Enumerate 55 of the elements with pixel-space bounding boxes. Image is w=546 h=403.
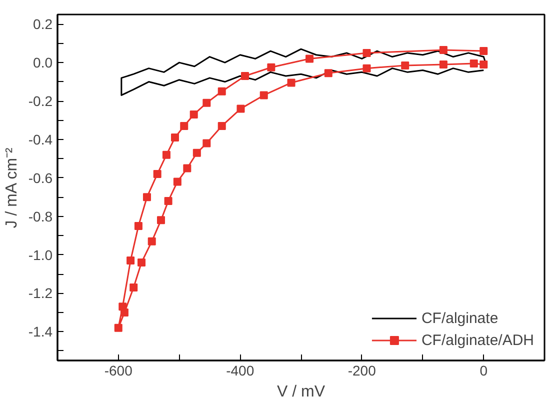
- legend-label: CF/alginate: [421, 310, 498, 326]
- point: [324, 69, 332, 78]
- point: [118, 302, 127, 311]
- x-axis-title: V / mV: [276, 384, 326, 400]
- point: [401, 61, 410, 70]
- point: [126, 256, 135, 265]
- x-tick-label: -600: [104, 362, 133, 378]
- point: [470, 60, 478, 68]
- point: [180, 122, 188, 130]
- legend-label: CF/alginate/ADH: [421, 332, 534, 348]
- y-tick-label: -0.8: [28, 208, 53, 224]
- point: [192, 148, 201, 157]
- point: [267, 63, 276, 72]
- point: [362, 48, 371, 57]
- line-series: [120, 48, 486, 96]
- point: [170, 134, 179, 142]
- point: [142, 193, 151, 202]
- point: [183, 164, 192, 172]
- point: [202, 139, 211, 148]
- point: [480, 60, 488, 68]
- point: [260, 91, 268, 100]
- y-tick-label: -0.6: [28, 170, 53, 186]
- point: [362, 64, 371, 72]
- x-tick-label: -200: [348, 362, 376, 378]
- point: [164, 196, 172, 205]
- y-tick-label: 0.2: [33, 16, 53, 32]
- point: [190, 110, 198, 118]
- y-tick-label: -1.0: [28, 246, 53, 263]
- point: [114, 324, 122, 332]
- y-tick-label: 0.0: [33, 54, 53, 71]
- point: [439, 60, 448, 68]
- point: [153, 170, 162, 178]
- y-tick-label: -1.4: [28, 324, 53, 340]
- point: [218, 122, 226, 130]
- x-tick-label: -400: [226, 362, 254, 378]
- point: [148, 237, 156, 246]
- y-axis-title: J / mA cm⁻²: [3, 146, 20, 228]
- point: [306, 54, 314, 63]
- point: [202, 98, 211, 107]
- point: [138, 258, 146, 266]
- point: [236, 104, 245, 113]
- y-tick-label: -0.4: [28, 131, 53, 148]
- point: [173, 178, 182, 186]
- x-tick-label: 0: [480, 362, 488, 378]
- point: [162, 150, 170, 159]
- point: [134, 222, 142, 230]
- point: [287, 78, 296, 87]
- point: [156, 216, 165, 224]
- point: [218, 87, 226, 96]
- point: [130, 283, 138, 292]
- y-tick-label: -1.2: [28, 285, 53, 302]
- point: [439, 46, 448, 54]
- point: [480, 47, 488, 56]
- y-tick-label: -0.2: [28, 93, 53, 109]
- point: [240, 72, 249, 80]
